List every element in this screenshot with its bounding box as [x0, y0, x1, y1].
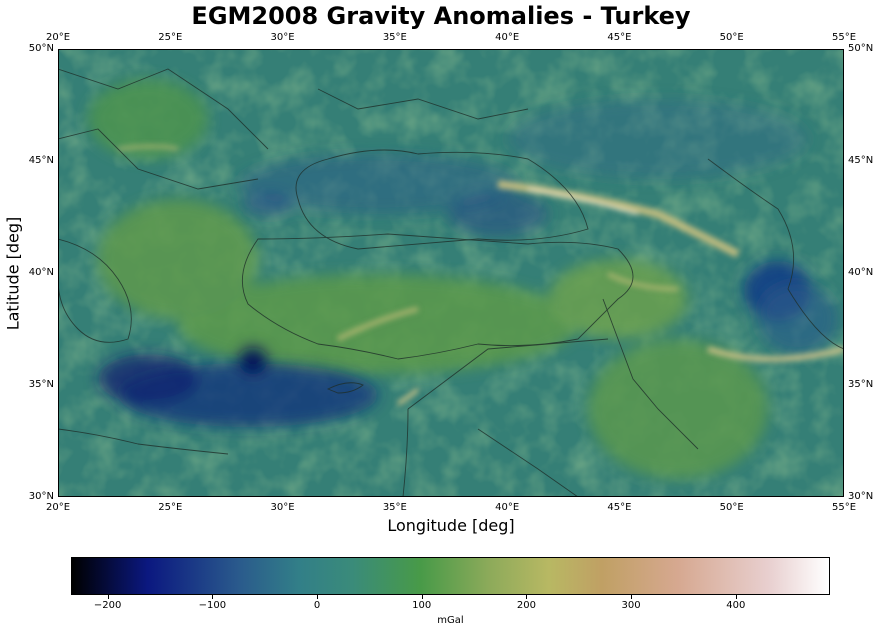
gravity-anomaly-map[interactable]	[58, 49, 844, 497]
right-lat-tick-label: 30°N	[848, 491, 874, 502]
colorbar-tick-mark	[212, 595, 214, 599]
colorbar-tick-mark	[421, 595, 423, 599]
coastlines-and-borders	[58, 68, 844, 497]
top-lon-tick-label: 50°E	[719, 32, 744, 43]
right-lat-tick-label: 35°N	[848, 379, 874, 390]
colorbar-tick-mark	[107, 595, 109, 599]
bottom-lon-tick-label: 50°E	[719, 502, 744, 513]
low-anomaly-areas	[98, 99, 838, 427]
left-lat-tick-label: 45°N	[28, 155, 54, 166]
right-lat-tick-label: 50°N	[848, 43, 874, 54]
top-lon-tick-label: 20°E	[45, 32, 71, 43]
top-lon-tick-label: 55°E	[831, 32, 857, 43]
colorbar-tick-label: −100	[198, 600, 227, 611]
map-frame	[58, 49, 844, 497]
colorbar	[71, 557, 830, 595]
colorbar-tick-label: 200	[516, 600, 536, 611]
top-lon-tick-label: 30°E	[270, 32, 295, 43]
top-lon-tick-label: 45°E	[607, 32, 632, 43]
y-axis-label: Latitude [deg]	[3, 216, 23, 331]
colorbar-tick-label: 0	[313, 600, 321, 611]
right-lat-tick-label: 40°N	[848, 267, 874, 278]
bottom-lon-tick-label: 25°E	[158, 502, 183, 513]
top-lon-tick-label: 35°E	[382, 32, 407, 43]
colorbar-tick-label: −200	[93, 600, 122, 611]
colorbar-tick-mark	[526, 595, 528, 599]
bottom-lon-tick-label: 45°E	[607, 502, 632, 513]
left-lat-tick-label: 30°N	[28, 491, 54, 502]
top-lon-tick-label: 40°E	[495, 32, 520, 43]
top-lon-tick-label: 25°E	[158, 32, 183, 43]
bottom-lon-tick-label: 35°E	[382, 502, 407, 513]
bottom-lon-tick-label: 40°E	[495, 502, 520, 513]
colorbar-tick-mark	[735, 595, 737, 599]
right-lat-tick-label: 45°N	[848, 155, 874, 166]
colorbar-unit-label: mGal	[437, 615, 464, 626]
bottom-lon-tick-label: 55°E	[831, 502, 857, 513]
colorbar-tick-label: 400	[726, 600, 746, 611]
high-anomaly-ridges	[117, 144, 844, 407]
left-lat-tick-label: 35°N	[28, 379, 54, 390]
bottom-lon-tick-label: 20°E	[45, 502, 71, 513]
chart-title: EGM2008 Gravity Anomalies - Turkey	[191, 2, 691, 30]
colorbar-tick-mark	[631, 595, 633, 599]
colorbar-tick-mark	[317, 595, 319, 599]
left-lat-tick-label: 50°N	[28, 43, 54, 54]
colorbar-tick-label: 300	[621, 600, 641, 611]
bottom-lon-tick-label: 30°E	[270, 502, 295, 513]
x-axis-label: Longitude [deg]	[387, 516, 515, 535]
colorbar-tick-label: 100	[412, 600, 432, 611]
left-lat-tick-label: 40°N	[28, 267, 54, 278]
